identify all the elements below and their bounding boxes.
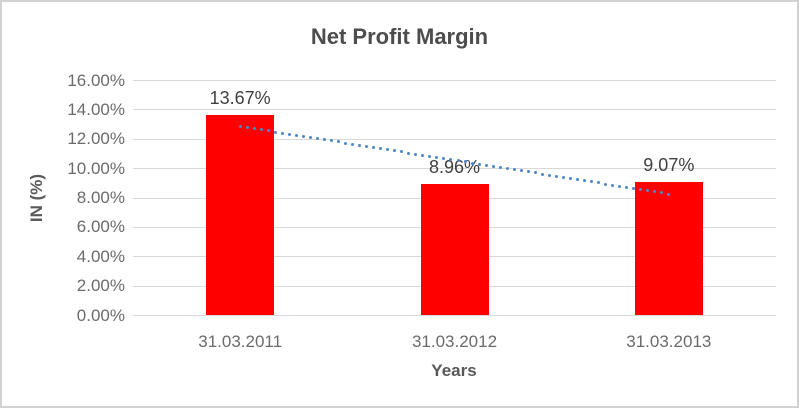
y-tick-label: 16.00% <box>67 70 125 90</box>
trendline-dot <box>575 178 579 182</box>
trendline-dot <box>625 185 629 189</box>
trendline-dot <box>358 143 362 147</box>
gridline <box>133 168 776 170</box>
trendline-dot <box>632 186 636 190</box>
y-tick-label: 8.00% <box>76 188 125 207</box>
trendline-dot <box>568 177 572 181</box>
y-tick-label: 14.00% <box>67 99 125 119</box>
trendline-dot <box>344 141 348 145</box>
gridline <box>133 315 776 316</box>
trendline-dot <box>561 175 565 179</box>
trendline-dot <box>498 165 502 169</box>
bar-value-label: 13.67% <box>209 87 271 108</box>
trendline-dot <box>611 183 615 187</box>
trendline-dot <box>435 155 439 159</box>
trendline-dot <box>540 172 544 176</box>
trendline-dot <box>428 154 432 158</box>
trendline-dot <box>294 133 298 137</box>
trendline-dot <box>301 134 305 138</box>
trendline-dot <box>604 182 608 186</box>
trendline-dot <box>351 142 355 146</box>
trendline-dot <box>308 136 312 140</box>
y-tick-label: 4.00% <box>76 246 125 266</box>
trendline-dot <box>583 179 586 183</box>
trendline-dot <box>449 158 453 162</box>
trendline-dot <box>315 137 319 141</box>
bar <box>206 114 275 316</box>
trendline-dot <box>618 184 622 188</box>
trendline-dot <box>456 159 460 163</box>
trendline-dot <box>407 151 411 155</box>
trendline-dot <box>646 189 650 193</box>
gridline <box>133 80 776 81</box>
trendline-dot <box>597 181 601 185</box>
trendline-dot <box>379 147 383 151</box>
y-tick-label: 2.00% <box>76 276 125 296</box>
gridline <box>133 138 776 140</box>
trendline-dot <box>252 127 256 131</box>
trendline-dot <box>337 140 341 144</box>
trendline-dot <box>400 150 404 154</box>
trendline-dot <box>386 148 390 152</box>
trendline-dot <box>470 161 474 165</box>
trendline-dot <box>245 126 249 130</box>
trendline-dot <box>660 191 664 195</box>
y-tick-label: 10.00% <box>67 158 125 178</box>
trendline-dot <box>484 163 488 167</box>
trendline-dot <box>372 146 376 150</box>
x-tick-label: 31.03.2011 <box>198 332 283 351</box>
trendline-dot <box>653 190 657 194</box>
trendline-dot <box>393 149 397 153</box>
trendline-dot <box>533 171 537 175</box>
trendline-dot <box>259 128 263 132</box>
bar-value-label: 8.96% <box>428 156 481 177</box>
trendline-dot <box>463 160 467 164</box>
y-tick-label: 0.00% <box>76 305 125 325</box>
trendline-dot <box>491 164 495 168</box>
y-tick-label: 12.00% <box>67 129 125 149</box>
trendline-dot <box>505 167 509 171</box>
trendline-dot <box>273 130 277 134</box>
trendline-dot <box>477 162 481 166</box>
trendline-dot <box>280 131 284 135</box>
x-tick-label: 31.03.2013 <box>626 332 712 351</box>
bar <box>634 182 703 316</box>
trendline-dot <box>590 180 594 184</box>
trendline-dot <box>330 139 334 143</box>
trendline-dot <box>421 153 425 157</box>
trendline-dot <box>414 152 418 156</box>
trendline-dot <box>365 144 369 148</box>
chart-title: Net Profit Margin <box>310 24 489 49</box>
bar-value-label: 9.07% <box>643 155 695 176</box>
trendline-dot <box>547 173 551 177</box>
trendline-dot <box>512 168 516 172</box>
bar <box>420 183 489 316</box>
trendline-dot <box>442 157 446 161</box>
trendline-dot <box>519 169 523 173</box>
gridline <box>133 109 776 111</box>
trendline-dot <box>322 138 326 142</box>
trendline-dot <box>639 188 643 192</box>
trendline-dot <box>266 129 270 133</box>
y-tick-label: 6.00% <box>76 217 125 237</box>
trendline-dot <box>287 132 291 136</box>
trendline-dot <box>554 174 558 178</box>
x-tick-label: 31.03.2012 <box>411 332 498 351</box>
x-axis-title: Years <box>431 361 477 380</box>
trendline-dot <box>238 124 242 128</box>
trendline-dot <box>667 192 671 196</box>
trendline-dot <box>526 170 530 174</box>
